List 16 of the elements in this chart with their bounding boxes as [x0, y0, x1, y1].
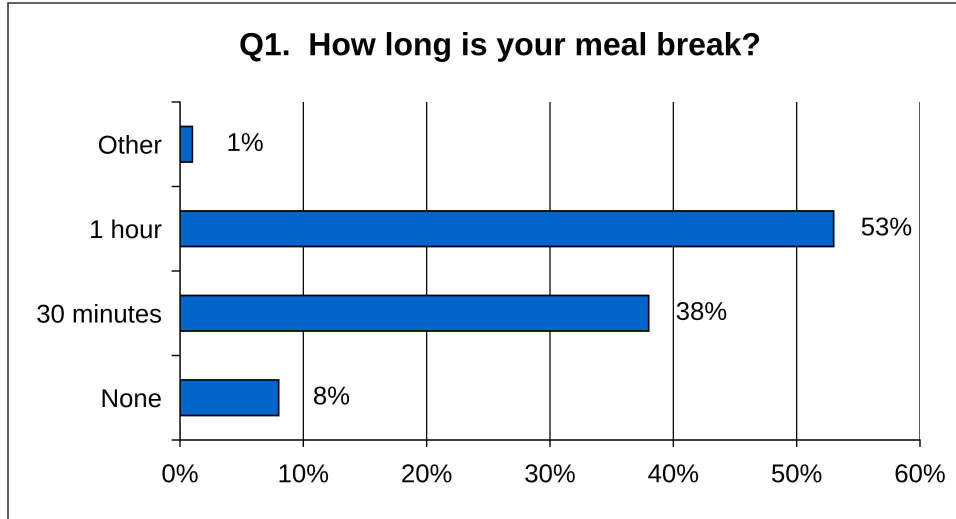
y-tick-label: 30 minutes: [37, 304, 162, 323]
x-tick-label: 30%: [525, 464, 575, 482]
data-label: 38%: [676, 302, 726, 320]
x-tick-label: 10%: [280, 464, 328, 482]
y-tick-label: Other: [98, 134, 162, 154]
x-tick-label: 0%: [162, 464, 198, 482]
x-tick-label: 20%: [402, 464, 452, 482]
data-label: 8%: [314, 386, 350, 405]
y-tick-label: 1 hour: [91, 219, 162, 238]
x-tick-label: 60%: [896, 464, 945, 482]
chart-title: Q1. How long is your meal break?: [240, 32, 760, 62]
y-tick-label: None: [102, 389, 161, 408]
data-label: 1%: [228, 133, 263, 152]
data-label: 53%: [862, 217, 912, 236]
x-tick-label: 50%: [772, 464, 822, 482]
x-tick-label: 40%: [648, 464, 698, 482]
